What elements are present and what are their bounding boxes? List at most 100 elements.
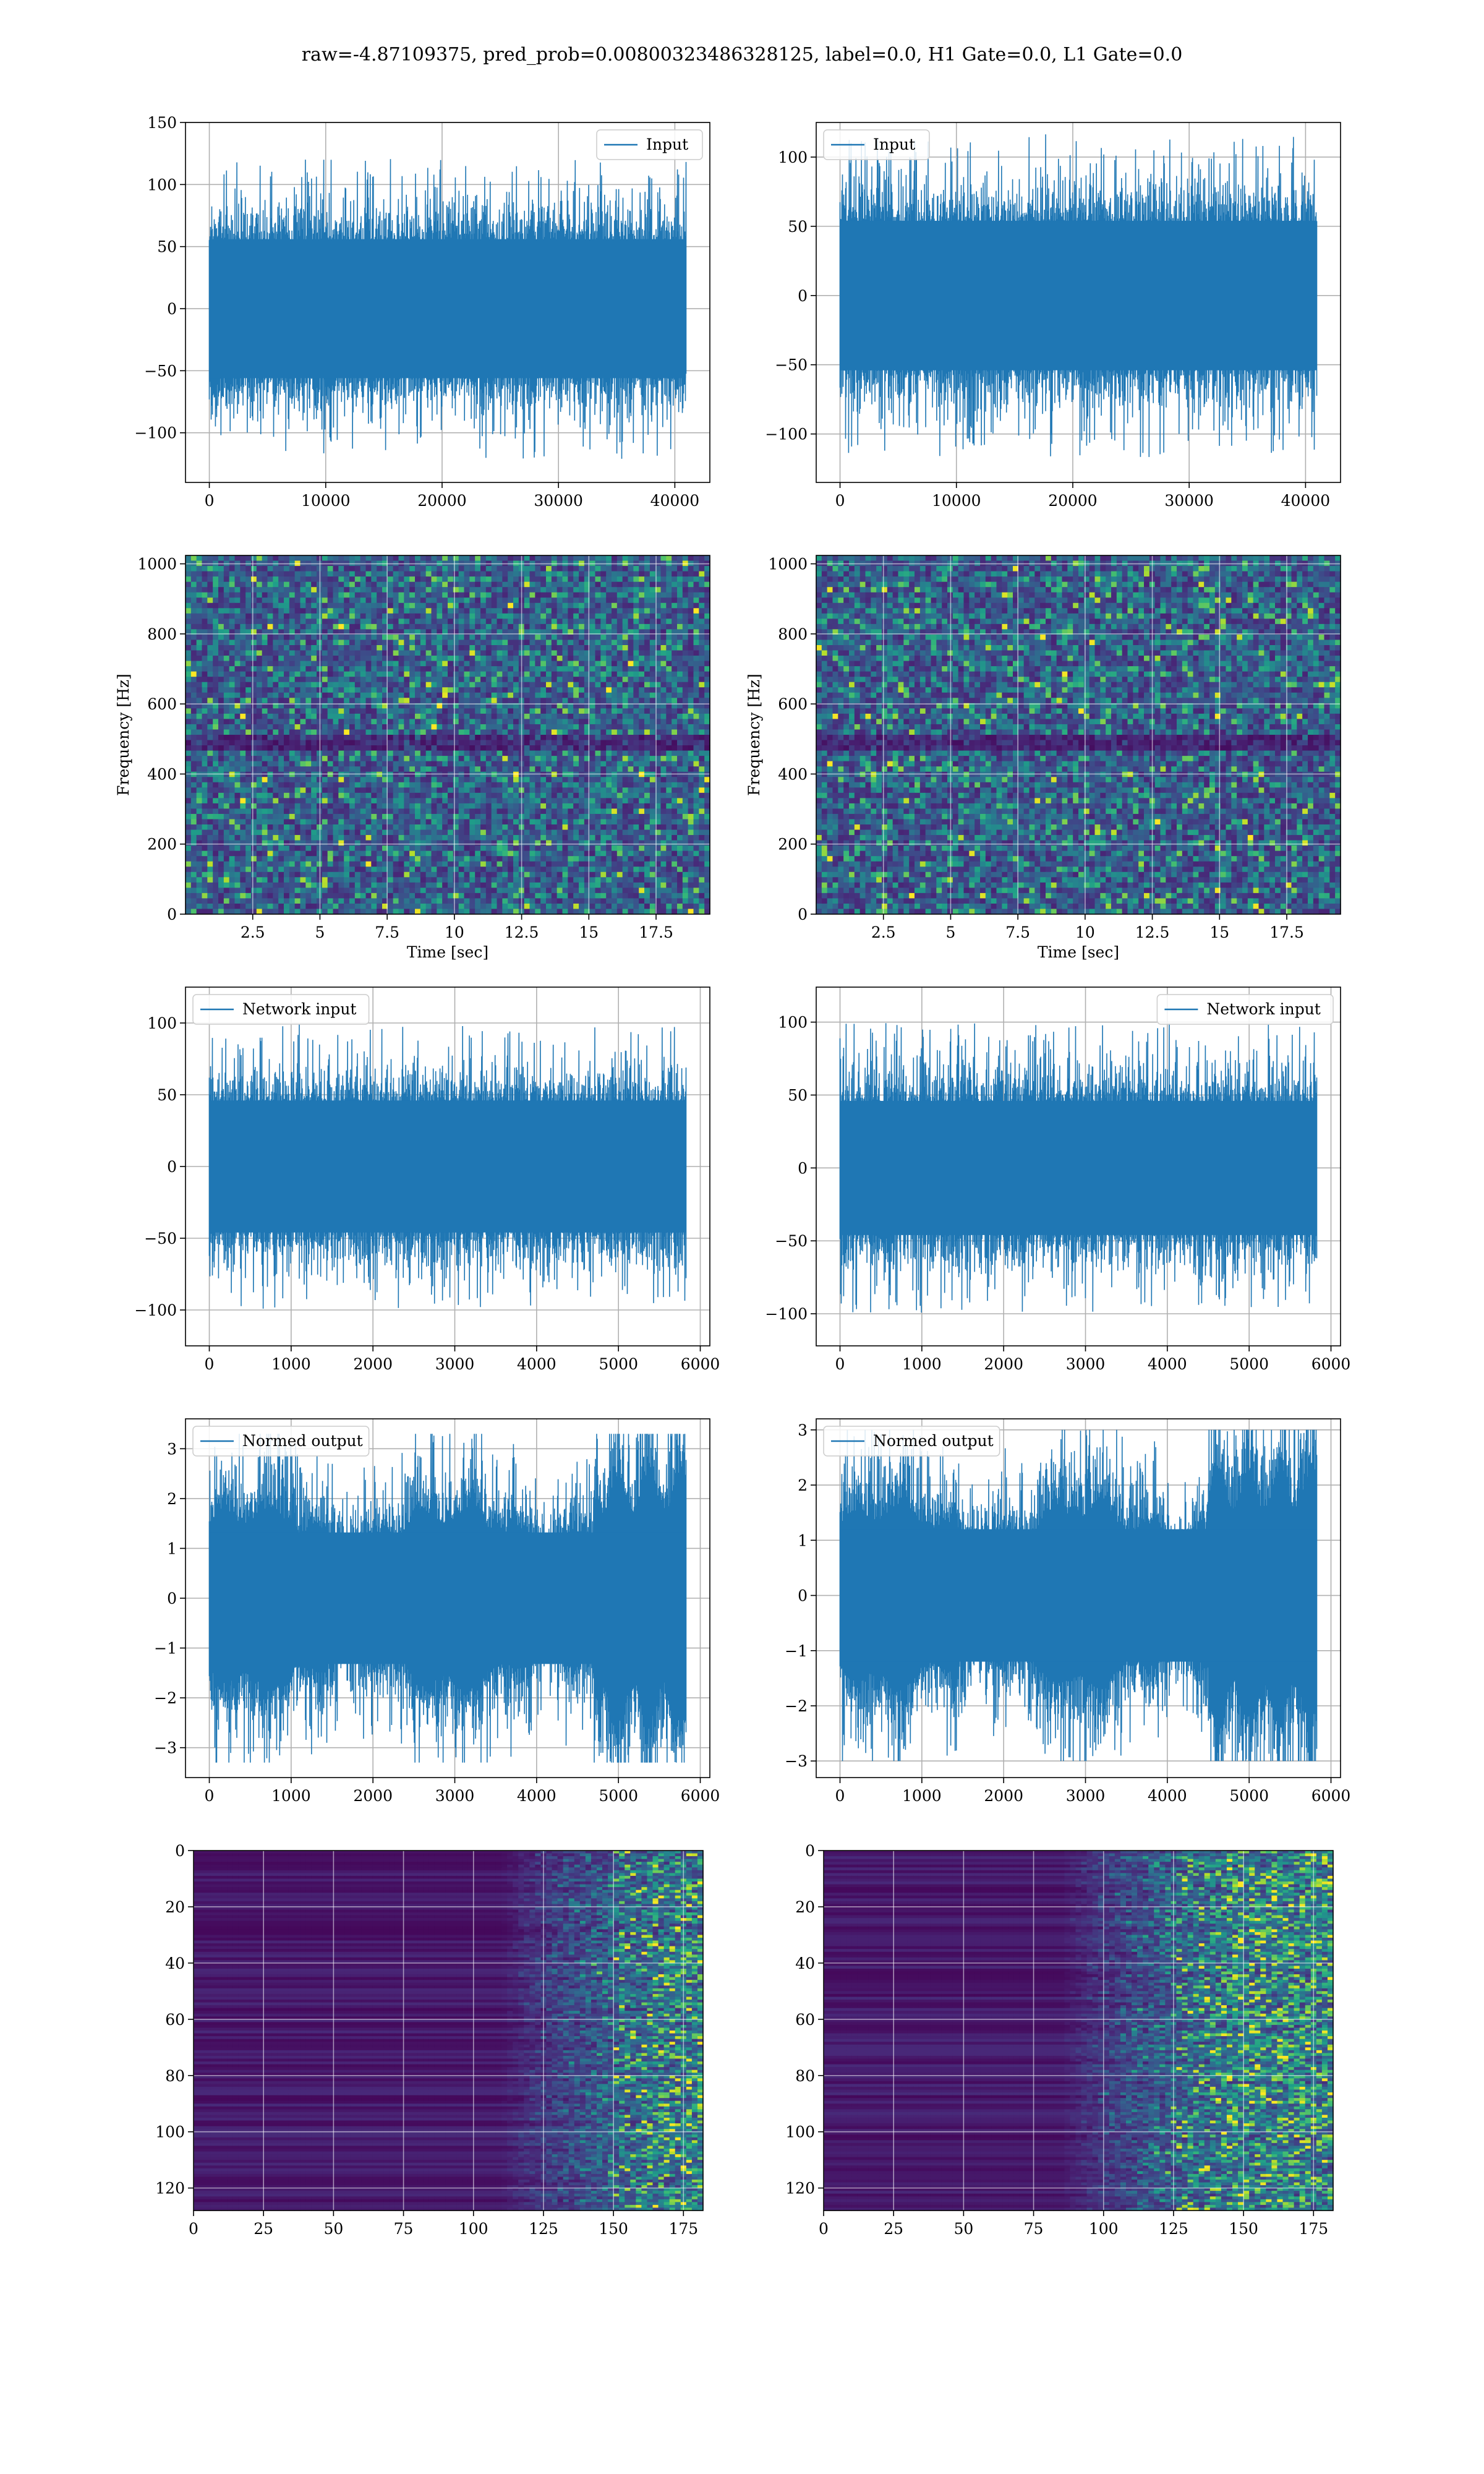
heatmap-cell xyxy=(633,708,639,714)
heatmap-cell xyxy=(595,740,601,746)
heatmap-cell xyxy=(229,582,235,588)
heatmap-cell xyxy=(442,819,448,824)
heatmap-cell xyxy=(688,808,694,814)
heatmap-cell xyxy=(289,618,295,624)
heatmap-cell xyxy=(546,719,552,724)
heatmap-cell xyxy=(475,661,480,667)
heatmap-cell xyxy=(442,803,448,809)
heatmap-cell xyxy=(540,724,546,730)
heatmap-cell xyxy=(257,756,262,761)
heatmap-cell xyxy=(432,608,437,614)
heatmap-cell xyxy=(415,555,420,561)
heatmap-cell xyxy=(704,724,710,730)
heatmap-cell xyxy=(672,666,677,672)
heatmap-cell xyxy=(360,576,366,582)
heatmap-cell xyxy=(573,693,579,698)
heatmap-cell xyxy=(284,787,289,793)
heatmap-cell xyxy=(305,687,311,693)
heatmap-cell xyxy=(540,614,546,619)
heatmap-cell xyxy=(464,656,470,661)
heatmap-cell xyxy=(644,745,650,751)
heatmap-cell xyxy=(273,640,278,645)
heatmap-cell xyxy=(568,677,573,682)
heatmap-cell xyxy=(677,693,683,698)
heatmap-cell xyxy=(579,819,584,824)
heatmap-cell xyxy=(197,677,202,682)
heatmap-cell xyxy=(699,745,704,751)
heatmap-cell xyxy=(224,672,229,677)
heatmap-cell xyxy=(579,777,584,782)
heatmap-cell xyxy=(672,819,677,824)
heatmap-cell xyxy=(355,766,360,772)
heatmap-cell xyxy=(644,808,650,814)
heatmap-cell xyxy=(218,672,224,677)
heatmap-cell xyxy=(573,618,579,624)
heatmap-cell xyxy=(202,824,208,830)
heatmap-cell xyxy=(639,798,644,803)
heatmap-cell xyxy=(426,587,432,593)
heatmap-cell xyxy=(273,587,278,593)
y-tick-label: −100 xyxy=(134,424,177,442)
heatmap-cell xyxy=(628,608,634,614)
heatmap-cell xyxy=(644,582,650,588)
heatmap-cell xyxy=(492,729,497,735)
heatmap-cell xyxy=(639,645,644,651)
heatmap-cell xyxy=(393,724,399,730)
heatmap-cell xyxy=(207,555,213,561)
heatmap-cell xyxy=(628,682,634,688)
heatmap-cell xyxy=(240,645,245,651)
heatmap-cell xyxy=(699,566,704,571)
heatmap-cell xyxy=(322,677,328,682)
heatmap-cell xyxy=(360,719,366,724)
heatmap-cell xyxy=(404,756,409,761)
heatmap-cell xyxy=(513,787,519,793)
heatmap-cell xyxy=(202,740,208,746)
heatmap-cell xyxy=(590,766,595,772)
heatmap-cell xyxy=(229,618,235,624)
heatmap-cell xyxy=(557,571,563,577)
heatmap-cell xyxy=(683,724,688,730)
heatmap-cell xyxy=(218,729,224,735)
heatmap-cell xyxy=(344,656,349,661)
heatmap-cell xyxy=(305,593,311,598)
heatmap-cell xyxy=(191,751,197,756)
heatmap-cell xyxy=(617,756,623,761)
heatmap-cell xyxy=(245,751,251,756)
heatmap-cell xyxy=(432,777,437,782)
heatmap-cell xyxy=(278,576,284,582)
heatmap-cell xyxy=(492,693,497,698)
heatmap-cell xyxy=(197,698,202,703)
heatmap-cell xyxy=(704,708,710,714)
heatmap-cell xyxy=(672,603,677,609)
heatmap-cell xyxy=(557,745,563,751)
heatmap-cell xyxy=(328,582,333,588)
heatmap-cell xyxy=(486,756,492,761)
heatmap-cell xyxy=(672,608,677,614)
heatmap-cell xyxy=(469,608,475,614)
heatmap-cell xyxy=(409,640,415,645)
heatmap-cell xyxy=(344,614,349,619)
heatmap-cell xyxy=(639,597,644,603)
heatmap-cell xyxy=(349,761,355,767)
heatmap-cell xyxy=(355,793,360,798)
heatmap-cell xyxy=(606,756,612,761)
heatmap-cell xyxy=(366,803,372,809)
heatmap-cell xyxy=(344,582,349,588)
heatmap-cell xyxy=(573,756,579,761)
heatmap-cell xyxy=(524,787,530,793)
heatmap-cell xyxy=(409,761,415,767)
heatmap-cell xyxy=(524,777,530,782)
heatmap-cell xyxy=(508,735,513,740)
heatmap-cell xyxy=(530,635,535,640)
heatmap-cell xyxy=(437,571,442,577)
heatmap-cell xyxy=(535,661,540,667)
heatmap-cell xyxy=(311,587,317,593)
heatmap-cell xyxy=(590,751,595,756)
heatmap-cell xyxy=(595,756,601,761)
heatmap-cell xyxy=(497,729,503,735)
heatmap-cell xyxy=(497,766,503,772)
heatmap-cell xyxy=(661,793,667,798)
heatmap-cell xyxy=(305,814,311,820)
heatmap-cell xyxy=(442,766,448,772)
heatmap-cell xyxy=(552,693,557,698)
